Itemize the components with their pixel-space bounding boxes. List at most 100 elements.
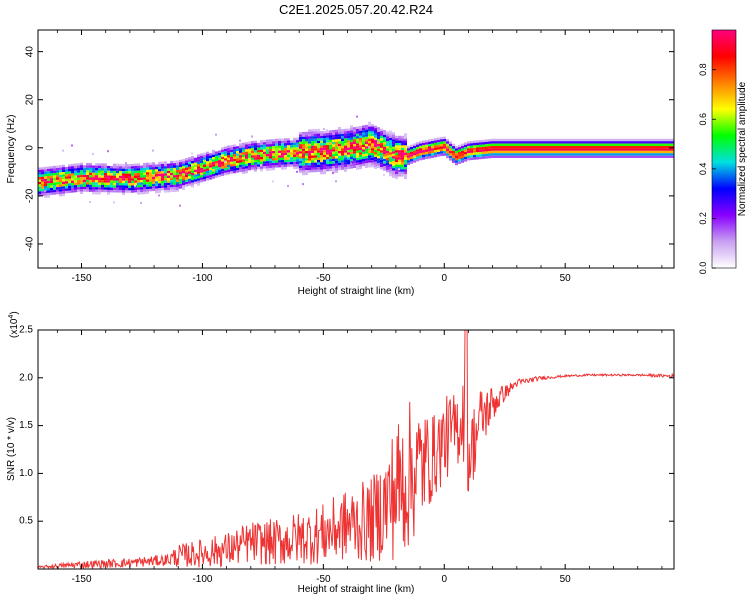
heatmap-cell <box>263 147 266 150</box>
heatmap-cell <box>50 166 53 169</box>
heatmap-cell <box>581 138 584 142</box>
heatmap-cell <box>281 138 284 141</box>
heatmap-cell <box>167 168 170 171</box>
heatmap-cell <box>278 162 281 165</box>
heatmap-cell <box>326 161 329 165</box>
heatmap-cell <box>299 168 302 171</box>
heatmap-cell <box>347 152 350 155</box>
heatmap-cell <box>254 147 257 151</box>
heatmap-cell <box>302 139 305 142</box>
heatmap-cell <box>179 204 181 207</box>
heatmap-cell <box>479 147 482 150</box>
heatmap-cell <box>305 160 308 163</box>
heatmap-cell <box>632 146 635 149</box>
heatmap-cell <box>380 133 383 136</box>
heatmap-cell <box>65 169 68 172</box>
heatmap-cell <box>509 155 512 158</box>
heatmap-cell <box>611 153 614 156</box>
heatmap-cell <box>527 150 530 154</box>
heatmap-cell <box>38 181 41 185</box>
heatmap-cell <box>350 135 353 138</box>
heatmap-cell <box>374 130 377 133</box>
heatmap-cell <box>221 152 224 155</box>
heatmap-cell <box>104 175 107 178</box>
heatmap-cell <box>179 164 182 167</box>
heatmap-cell <box>329 135 332 138</box>
heatmap-cell <box>47 171 50 174</box>
heatmap-cell <box>281 164 284 168</box>
heatmap-cell <box>320 135 323 139</box>
heatmap-cell <box>215 175 218 178</box>
heatmap-cell <box>617 146 620 149</box>
heatmap-cell <box>221 161 224 164</box>
heatmap-cell <box>500 153 503 156</box>
heatmap-cell <box>329 139 332 143</box>
heatmap-cell <box>92 179 95 183</box>
heatmap-cell <box>449 143 452 147</box>
heatmap-cell <box>548 155 551 158</box>
heatmap-cell <box>65 190 68 194</box>
heatmap-cell <box>347 142 350 146</box>
heatmap-cell <box>83 172 86 175</box>
heatmap-cell <box>125 168 128 172</box>
heatmap-cell <box>317 155 320 158</box>
heatmap-cell <box>293 164 296 167</box>
heatmap-cell <box>284 150 287 153</box>
heatmap-cell <box>491 141 494 144</box>
heatmap-cell <box>542 143 545 146</box>
heatmap-cell <box>188 173 191 177</box>
heatmap-cell <box>125 173 128 176</box>
heatmap-cell <box>227 160 230 163</box>
heatmap-cell <box>341 167 344 170</box>
heatmap-cell <box>257 164 260 167</box>
heatmap-cell <box>386 146 389 149</box>
heatmap-cell <box>173 187 176 190</box>
heatmap-cell <box>236 158 239 161</box>
heatmap-cell <box>377 144 380 147</box>
heatmap-cell <box>584 150 587 154</box>
heatmap-cell <box>200 177 203 180</box>
heatmap-cell <box>71 166 74 169</box>
heatmap-cell <box>449 141 452 144</box>
heatmap-cell <box>494 155 497 158</box>
heatmap-cell <box>236 163 239 166</box>
heatmap-cell <box>344 128 347 132</box>
heatmap-cell <box>245 146 248 150</box>
heatmap-cell <box>347 150 350 153</box>
heatmap-cell <box>203 174 206 177</box>
heatmap-cell <box>365 165 368 168</box>
heatmap-cell <box>398 140 401 143</box>
heatmap-cell <box>113 163 116 167</box>
heatmap-cell <box>611 143 614 146</box>
heatmap-cell <box>50 178 53 181</box>
heatmap-cell <box>536 150 539 154</box>
heatmap-cell <box>644 153 647 156</box>
heatmap-cell <box>191 175 194 178</box>
heatmap-cell <box>185 165 188 168</box>
heatmap-cell <box>356 136 359 139</box>
heatmap-cell <box>167 185 170 188</box>
heatmap-cell <box>98 192 101 195</box>
heatmap-cell <box>371 138 374 141</box>
heatmap-cell <box>398 143 401 146</box>
heatmap-cell <box>305 141 308 144</box>
heatmap-cell <box>182 185 185 188</box>
heatmap-cell <box>353 156 356 159</box>
heatmap-cell <box>410 154 413 157</box>
heatmap-cell <box>248 167 251 171</box>
heatmap-cell <box>332 156 335 159</box>
heatmap-cell <box>404 171 407 175</box>
heatmap-cell <box>413 150 416 153</box>
heatmap-cell <box>149 162 152 165</box>
heatmap-cell <box>374 159 377 162</box>
heatmap-cell <box>146 191 149 194</box>
heatmap-cell <box>362 142 365 145</box>
snr-y-tick-label: 0.5 <box>19 516 33 527</box>
heatmap-cell <box>518 146 521 149</box>
heatmap-cell <box>260 147 263 150</box>
heatmap-cell <box>359 135 362 138</box>
heatmap-cell <box>287 138 290 141</box>
heatmap-cell <box>335 141 338 145</box>
heatmap-cell <box>62 181 65 184</box>
heatmap-cell <box>47 183 50 186</box>
